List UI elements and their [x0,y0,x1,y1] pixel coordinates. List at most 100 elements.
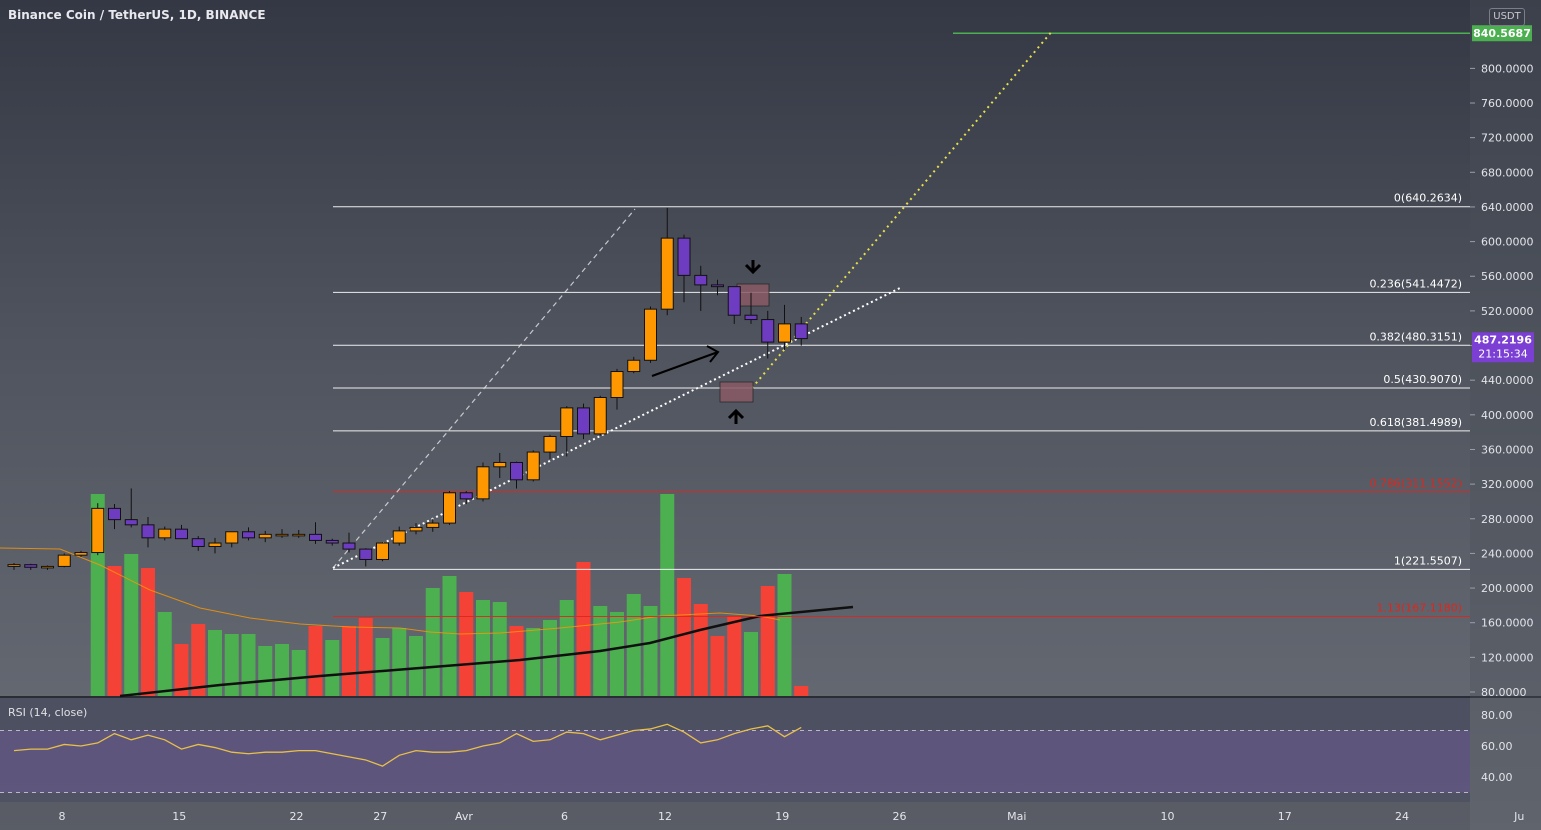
time-tick-label: 27 [373,810,387,823]
moving-average-line [119,605,854,698]
time-tick-label: 26 [893,810,907,823]
candle-body [727,286,741,316]
candle-body [627,359,641,373]
price-tick-label: 720.0000 [1481,132,1534,145]
candle-body [409,526,423,532]
candle-body [158,528,172,539]
volume-bar [760,586,775,696]
candle-body [325,539,339,544]
candle-body [744,314,758,321]
support-trendline [332,287,901,569]
target-price-tag [1472,25,1532,42]
candle-body [242,531,255,539]
volume-bar [174,644,189,696]
volume-bar [492,602,507,696]
candle-body [526,451,540,481]
time-tick-label: 15 [172,810,186,823]
volume-bar [744,632,758,696]
time-tick-label: 22 [290,810,304,823]
time-tick-label: 10 [1161,810,1175,823]
volume-bar [258,646,273,696]
volume-bar [727,616,742,696]
volume-bar [710,636,725,696]
candle-body [794,323,808,340]
candle-body [426,522,440,528]
price-tick-label: 80.0000 [1481,686,1527,699]
volume-bar [459,592,474,696]
candle-body [74,552,88,556]
candle-body [644,308,657,361]
candle-body [593,397,607,435]
candle-body [392,530,406,544]
candle-body [275,533,289,537]
volume-series [0,494,854,698]
fib-label: 0(640.2634) [1394,192,1462,205]
candle-body [258,533,272,539]
volume-bar [794,686,809,696]
rsi-tick-label: 80.00 [1481,709,1513,722]
candle-body [41,565,54,569]
up-arrow-icon [727,408,745,424]
volume-bar [677,578,691,696]
candle-body [124,519,138,526]
candle-body [694,274,708,286]
volume-bar [643,606,658,696]
price-tick-label: 520.0000 [1481,305,1534,318]
volume-bar [208,630,222,696]
fib-label: 0.382(480.3151) [1369,330,1462,343]
currency-label[interactable]: USDT [1489,8,1525,26]
volume-bar [107,566,122,696]
volume-ma-line [0,547,781,635]
time-tick-label: 24 [1395,810,1409,823]
time-tick-label: Ju [1513,810,1524,823]
volume-bar [476,600,490,696]
volume-bar [660,494,675,696]
candle-body [677,237,691,276]
candle-body [225,531,239,544]
candle-body [108,507,121,521]
time-tick-label: 12 [658,810,672,823]
volume-bar [526,628,541,696]
volume-bar [358,618,373,696]
price-tick-label: 640.0000 [1481,201,1534,214]
volume-bar [241,634,256,696]
candle-body [342,542,356,550]
volume-bar [559,600,574,696]
price-tick-label: 680.0000 [1481,166,1534,179]
price-tick-label: 200.0000 [1481,582,1534,595]
last-price-label: 487.2196 [1474,333,1532,346]
volume-bar [375,638,390,696]
target-price-label: 840.5687 [1473,27,1531,40]
volume-bar [442,576,457,696]
volume-bar [308,626,323,696]
candle-body [510,461,523,481]
volume-bar [342,626,356,696]
rsi-tick-label: 60.00 [1481,740,1513,753]
candle-body [292,533,306,537]
last-price-tag [1472,332,1534,363]
volume-bar [610,612,624,696]
volume-bar [291,650,306,696]
volume-bar [224,634,239,696]
time-tick-label: Mai [1007,810,1026,823]
rsi-pane-background [0,698,1470,802]
fib-label: 0.786(311.1552) [1369,477,1462,490]
candle-body [610,371,624,399]
candle-body [577,407,590,435]
volume-bar [543,620,557,696]
candle-body [543,435,557,453]
volume-bar [325,640,340,696]
candles [7,207,808,570]
price-tick-label: 320.0000 [1481,478,1534,491]
time-tick-label: 17 [1278,810,1292,823]
volume-bar [191,624,206,696]
price-tick-label: 560.0000 [1481,270,1534,283]
price-axis-panel[interactable] [1470,0,1541,830]
time-axis-panel[interactable] [0,802,1470,830]
price-tick-label: 440.0000 [1481,374,1534,387]
volume-bar [409,636,423,696]
volume-bar [392,628,407,696]
volume-bar [157,612,172,696]
candle-body [560,407,574,437]
